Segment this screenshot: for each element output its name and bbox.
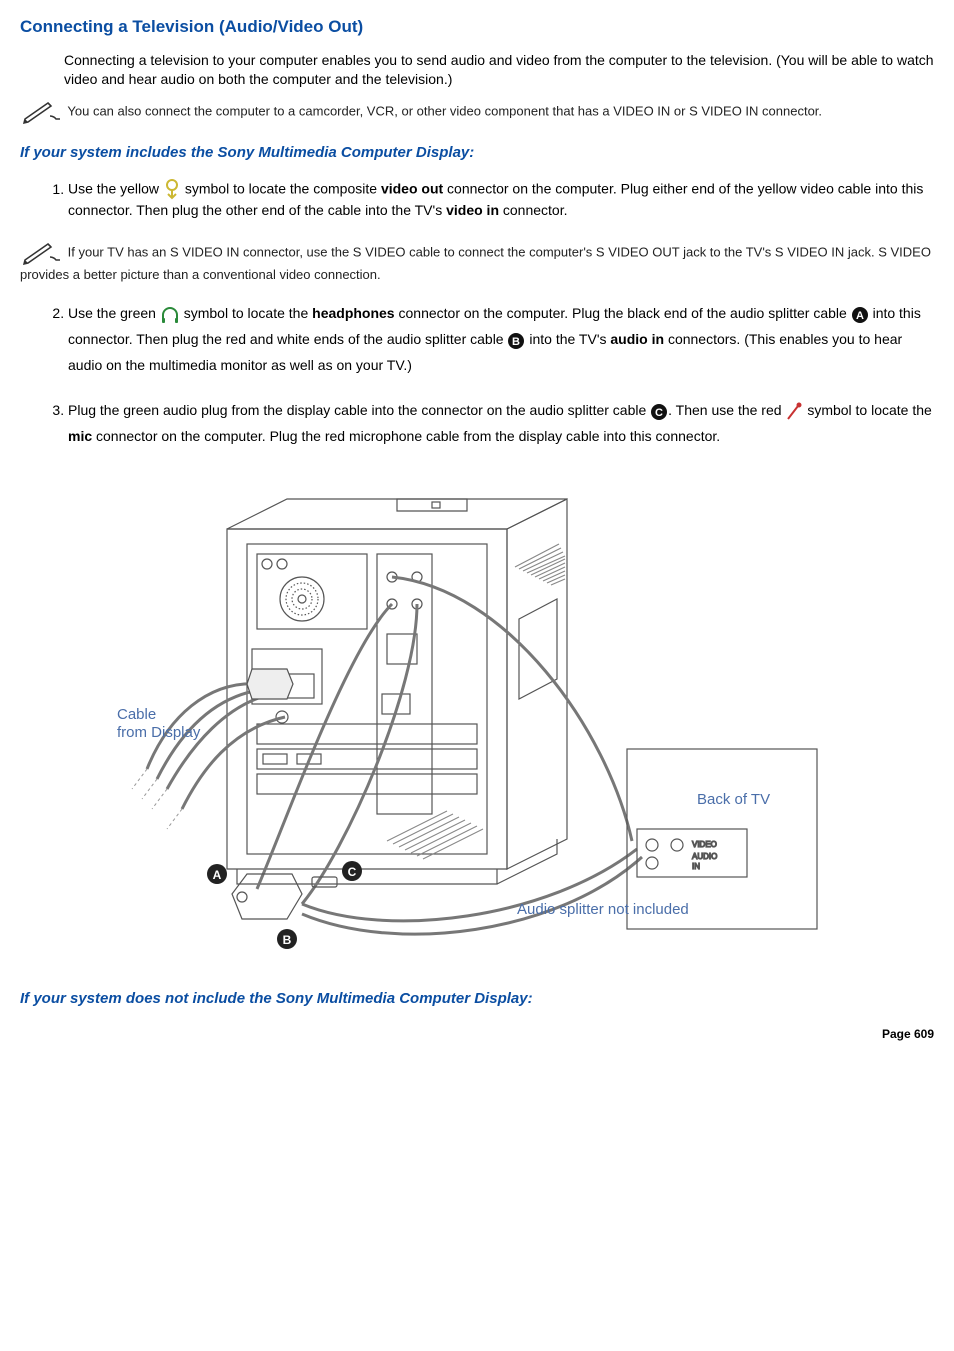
step1-text-d: connector. [499, 202, 568, 218]
svg-text:A: A [213, 868, 222, 882]
steps-list-cont: Use the green symbol to locate the headp… [20, 301, 934, 449]
step2-bold-audioin: audio in [610, 331, 664, 347]
step2-text-a: Use the green [68, 305, 160, 321]
diagram-label-splitter: Audio splitter not included [517, 901, 689, 918]
note-svideo-text: If your TV has an S VIDEO IN connector, … [20, 244, 931, 282]
step1-bold-videoin: video in [446, 202, 499, 218]
pen-note-icon-2 [20, 240, 64, 266]
svg-text:B: B [283, 933, 292, 947]
step2-bold-headphones: headphones [312, 305, 394, 321]
step-1: Use the yellow symbol to locate the comp… [68, 179, 934, 220]
svg-text:B: B [513, 336, 521, 348]
diagram-label-backtv: Back of TV [697, 791, 770, 808]
step2-text-c: connector on the computer. Plug the blac… [395, 305, 851, 321]
badge-b-icon: B [507, 328, 525, 353]
note-svideo: If your TV has an S VIDEO IN connector, … [20, 240, 934, 284]
step3-text-b: . Then use the red [668, 402, 785, 418]
step3-text-d: connector on the computer. Plug the red … [92, 428, 720, 444]
svg-text:A: A [856, 310, 864, 322]
svg-text:IN: IN [692, 862, 700, 871]
badge-c-icon: C [650, 399, 668, 424]
diagram-label-cable: Cable from Display [117, 706, 201, 741]
connection-diagram: VIDEO AUDIO IN A B C Cable from Display … [87, 469, 867, 959]
step2-text-e: into the TV's [529, 331, 610, 347]
step1-bold-videoout: video out [381, 181, 443, 197]
svg-text:AUDIO: AUDIO [692, 852, 717, 861]
page-number: Page 609 [20, 1026, 934, 1042]
step-3: Plug the green audio plug from the displ… [68, 398, 934, 449]
step3-text-a: Plug the green audio plug from the displ… [68, 402, 650, 418]
mic-symbol-icon [785, 399, 803, 424]
intro-paragraph: Connecting a television to your computer… [64, 51, 934, 89]
step-2: Use the green symbol to locate the headp… [68, 301, 934, 378]
pen-note-icon [20, 99, 64, 125]
note-camcorder: You can also connect the computer to a c… [20, 99, 934, 125]
subheading-no-display: If your system does not include the Sony… [20, 989, 934, 1009]
step1-text-b: symbol to locate the composite [185, 181, 381, 197]
badge-a-icon: A [851, 302, 869, 327]
subheading-includes-display: If your system includes the Sony Multime… [20, 143, 934, 163]
video-out-symbol-icon [163, 179, 181, 201]
svg-text:C: C [655, 407, 663, 419]
step1-text-a: Use the yellow [68, 181, 163, 197]
headphones-symbol-icon [160, 302, 180, 327]
step3-text-c: symbol to locate the [807, 402, 932, 418]
steps-list: Use the yellow symbol to locate the comp… [20, 179, 934, 220]
step3-bold-mic: mic [68, 428, 92, 444]
note-camcorder-text: You can also connect the computer to a c… [67, 103, 822, 118]
svg-text:VIDEO: VIDEO [692, 840, 717, 849]
step2-text-b: symbol to locate the [184, 305, 312, 321]
svg-text:C: C [348, 865, 357, 879]
page-title: Connecting a Television (Audio/Video Out… [20, 16, 934, 39]
